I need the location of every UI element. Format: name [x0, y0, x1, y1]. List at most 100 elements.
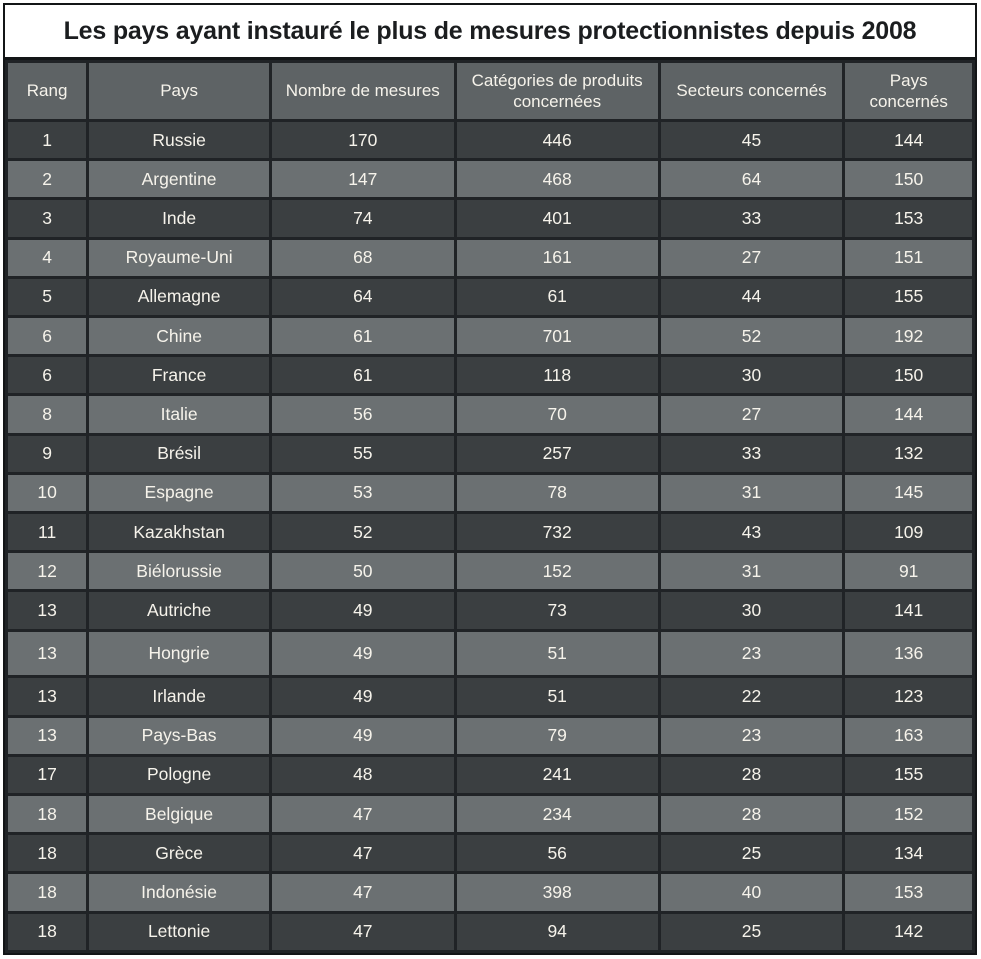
sectors-cell: 25: [657, 832, 846, 875]
rank-cell: 13: [4, 589, 90, 632]
country-cell: Belgique: [86, 793, 272, 836]
categories-cell: 118: [453, 354, 661, 397]
col-header-mesures: Nombre de mesures: [268, 60, 457, 122]
rank-cell: 10: [4, 471, 90, 515]
measures-cell: 170: [268, 118, 457, 162]
protectionist-measures-table: Rang Pays Nombre de mesures Catégories d…: [4, 60, 975, 954]
rank-cell: 18: [4, 832, 90, 875]
countries-affected-cell: 136: [842, 628, 975, 679]
table-row: 5 Allemagne 64 61 44 155: [4, 275, 975, 319]
categories-cell: 61: [453, 275, 661, 319]
measures-cell: 52: [268, 511, 457, 554]
rank-cell: 18: [4, 871, 90, 914]
sectors-cell: 23: [657, 628, 846, 679]
table-row: 13 Irlande 49 51 22 123: [4, 675, 975, 718]
measures-cell: 61: [268, 354, 457, 397]
categories-cell: 51: [453, 675, 661, 718]
measures-cell: 55: [268, 432, 457, 475]
measures-cell: 49: [268, 589, 457, 632]
sectors-cell: 27: [657, 236, 846, 279]
rank-cell: 13: [4, 675, 90, 718]
categories-cell: 398: [453, 871, 661, 914]
sectors-cell: 52: [657, 315, 846, 358]
col-header-rang: Rang: [4, 60, 90, 122]
table-row: 6 France 61 118 30 150: [4, 354, 975, 397]
rank-cell: 1: [4, 118, 90, 162]
country-cell: Inde: [86, 197, 272, 240]
sectors-cell: 43: [657, 511, 846, 554]
rank-cell: 11: [4, 511, 90, 554]
categories-cell: 161: [453, 236, 661, 279]
sectors-cell: 30: [657, 589, 846, 632]
country-cell: Espagne: [86, 471, 272, 515]
countries-affected-cell: 153: [842, 197, 975, 240]
countries-affected-cell: 163: [842, 714, 975, 757]
categories-cell: 73: [453, 589, 661, 632]
countries-affected-cell: 109: [842, 511, 975, 554]
country-cell: Argentine: [86, 158, 272, 201]
measures-cell: 49: [268, 675, 457, 718]
rank-cell: 3: [4, 197, 90, 240]
table-row: 11 Kazakhstan 52 732 43 109: [4, 511, 975, 554]
categories-cell: 234: [453, 793, 661, 836]
categories-cell: 51: [453, 628, 661, 679]
sectors-cell: 30: [657, 354, 846, 397]
country-cell: France: [86, 354, 272, 397]
sectors-cell: 33: [657, 432, 846, 475]
country-cell: Autriche: [86, 589, 272, 632]
rank-cell: 5: [4, 275, 90, 319]
countries-affected-cell: 153: [842, 871, 975, 914]
sectors-cell: 45: [657, 118, 846, 162]
col-header-pays-concernes: Pays concernés: [842, 60, 975, 122]
countries-affected-cell: 144: [842, 118, 975, 162]
categories-cell: 401: [453, 197, 661, 240]
country-cell: Lettonie: [86, 910, 272, 954]
table-row: 8 Italie 56 70 27 144: [4, 393, 975, 436]
table-title: Les pays ayant instauré le plus de mesur…: [5, 5, 975, 60]
table-row: 18 Grèce 47 56 25 134: [4, 832, 975, 875]
table-header: Rang Pays Nombre de mesures Catégories d…: [4, 60, 975, 122]
measures-cell: 49: [268, 714, 457, 757]
country-cell: Indonésie: [86, 871, 272, 914]
table-row: 18 Belgique 47 234 28 152: [4, 793, 975, 836]
table-row: 18 Lettonie 47 94 25 142: [4, 910, 975, 954]
sectors-cell: 25: [657, 910, 846, 954]
countries-affected-cell: 155: [842, 275, 975, 319]
rank-cell: 13: [4, 628, 90, 679]
sectors-cell: 28: [657, 793, 846, 836]
country-cell: Russie: [86, 118, 272, 162]
categories-cell: 56: [453, 832, 661, 875]
measures-cell: 47: [268, 832, 457, 875]
countries-affected-cell: 91: [842, 550, 975, 593]
countries-affected-cell: 144: [842, 393, 975, 436]
sectors-cell: 31: [657, 471, 846, 515]
sectors-cell: 23: [657, 714, 846, 757]
measures-cell: 53: [268, 471, 457, 515]
categories-cell: 732: [453, 511, 661, 554]
rank-cell: 2: [4, 158, 90, 201]
measures-cell: 56: [268, 393, 457, 436]
sectors-cell: 64: [657, 158, 846, 201]
country-cell: Italie: [86, 393, 272, 436]
table-frame: Les pays ayant instauré le plus de mesur…: [3, 3, 977, 955]
table-row: 12 Biélorussie 50 152 31 91: [4, 550, 975, 593]
rank-cell: 12: [4, 550, 90, 593]
countries-affected-cell: 123: [842, 675, 975, 718]
categories-cell: 257: [453, 432, 661, 475]
rank-cell: 4: [4, 236, 90, 279]
sectors-cell: 28: [657, 753, 846, 797]
measures-cell: 47: [268, 910, 457, 954]
country-cell: Allemagne: [86, 275, 272, 319]
measures-cell: 68: [268, 236, 457, 279]
country-cell: Hongrie: [86, 628, 272, 679]
countries-affected-cell: 142: [842, 910, 975, 954]
countries-affected-cell: 151: [842, 236, 975, 279]
table-row: 10 Espagne 53 78 31 145: [4, 471, 975, 515]
table-row: 13 Autriche 49 73 30 141: [4, 589, 975, 632]
table-row: 1 Russie 170 446 45 144: [4, 118, 975, 162]
header-row: Rang Pays Nombre de mesures Catégories d…: [4, 60, 975, 122]
rank-cell: 13: [4, 714, 90, 757]
table-row: 6 Chine 61 701 52 192: [4, 315, 975, 358]
measures-cell: 147: [268, 158, 457, 201]
